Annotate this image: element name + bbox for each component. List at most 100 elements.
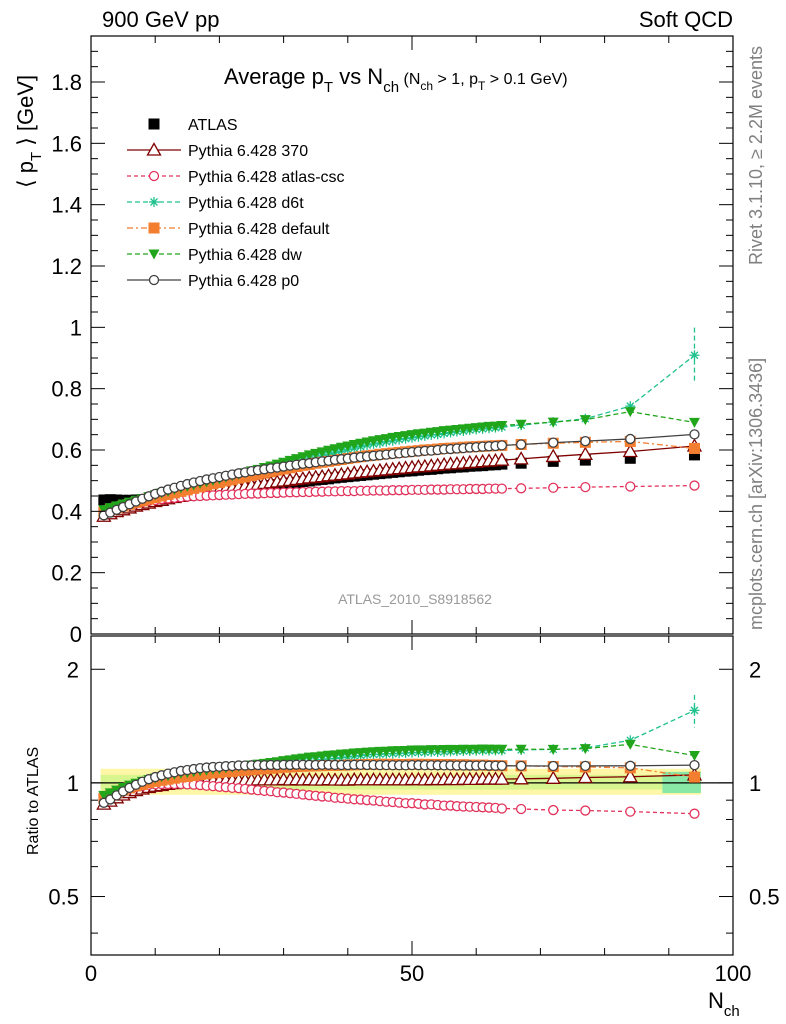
y-tick-label: 0.2	[51, 561, 82, 586]
atlas-point	[688, 449, 700, 461]
analysis-id: ATLAS_2010_S8918562	[338, 591, 492, 607]
y-tick-label: 0.8	[51, 377, 82, 402]
pythia-6-428-dw-point	[419, 428, 431, 439]
pythia-6-428-370-ratio-point	[494, 771, 510, 785]
legend-marker-pythia-6-428-atlas-csc	[148, 170, 160, 182]
pythia-6-428-dw-point	[303, 450, 315, 461]
pythia-6-428-p0-ratio-point	[689, 759, 700, 771]
pythia-6-428-dw-point	[432, 427, 444, 438]
ratio-plot-frame	[90, 635, 734, 956]
legend-marker-pythia-6-428-d6t	[149, 197, 159, 207]
pythia-6-428-dw-point	[380, 434, 392, 445]
mcplots-label: mcplots.cern.ch [arXiv:1306.3436]	[746, 358, 766, 630]
pythia-6-428-370-point	[545, 448, 561, 463]
star-stroke	[150, 198, 158, 206]
pythia-6-428-dw-point	[579, 415, 591, 426]
pythia-6-428-atlas-csc-point	[548, 482, 559, 493]
pythia-6-428-default-point	[688, 442, 700, 454]
header-right: Soft QCD	[639, 7, 733, 32]
pythia-6-428-dw-ratio-point	[688, 751, 700, 762]
pythia-6-428-dw-ratio-point	[98, 790, 110, 801]
pythia-6-428-dw-point	[310, 448, 322, 459]
ratio-tick-label-left: 0.5	[48, 885, 79, 910]
pythia-6-428-dw-point	[323, 445, 335, 456]
axis-ticks: 0 50 100 0 0.2 0.4 0.6 0.8 1 1.2 1.4 1.6 1.8 0.5 0.5 1 1…	[48, 35, 780, 986]
y-tick-label: 0	[70, 622, 82, 647]
pythia-6-428-atlas-csc-point	[515, 483, 527, 494]
header-left: 900 GeV pp	[102, 7, 219, 32]
pythia-6-428-dw-point	[290, 454, 302, 465]
pythia-6-428-p0-ratio-point	[548, 760, 559, 772]
y-tick-label: 1.8	[51, 70, 82, 95]
pythia-6-428-dw-point	[400, 431, 412, 442]
pythia-6-428-dw-ratio-point	[547, 744, 559, 755]
pythia-6-428-dw-point	[355, 438, 367, 449]
y-axis-label: ⟨ pT ⟩ [GeV]	[13, 75, 45, 188]
pythia-6-428-dw-point	[624, 407, 636, 418]
pythia-6-428-dw-ratio-point	[496, 744, 508, 755]
legend-label-pythia-6-428-atlas-csc: Pythia 6.428 atlas-csc	[188, 169, 345, 186]
pythia-6-428-dw-point	[374, 435, 386, 446]
pythia-6-428-p0-ratio-point	[515, 760, 527, 772]
ratio-plot-series	[96, 694, 703, 819]
x-axis-label: Nch	[708, 988, 740, 1020]
pythia-6-428-p0-point	[689, 429, 700, 440]
pythia-6-428-dw-point	[547, 417, 559, 428]
pythia-6-428-dw-point	[297, 452, 309, 463]
pythia-6-428-dw-point	[367, 436, 379, 447]
y-tick-label: 0.6	[51, 438, 82, 463]
pythia-6-428-p0-point	[515, 439, 527, 450]
ratio-y-axis-label: Ratio to ATLAS	[25, 747, 42, 855]
pythia-6-428-370-point	[577, 446, 593, 460]
pythia-6-428-dw-ratio-point	[579, 744, 591, 755]
pythia-6-428-atlas-csc-ratio-point	[548, 804, 559, 816]
pythia-6-428-dw-point	[342, 441, 354, 452]
pythia-6-428-p0-point	[496, 440, 508, 451]
atlas-point	[111, 494, 123, 506]
legend-label-pythia-6-428-default: Pythia 6.428 default	[188, 221, 330, 238]
legend-label-pythia-6-428-d6t: Pythia 6.428 d6t	[188, 195, 304, 212]
pythia-6-428-p0-ratio-point	[580, 760, 591, 772]
pythia-6-428-370-ratio-point	[513, 771, 529, 785]
ratio-tick-label-left: 1	[67, 771, 79, 796]
ratio-tick-label-right: 0.5	[749, 885, 780, 910]
pythia-6-428-370-point	[513, 451, 529, 465]
y-tick-label: 1.2	[51, 254, 82, 279]
pythia-6-428-p0-point	[548, 437, 559, 448]
pythia-6-428-atlas-csc-ratio-point	[580, 805, 591, 816]
pythia-6-428-370-ratio-point	[545, 770, 561, 784]
legend-marker-pythia-6-428-370	[146, 142, 162, 156]
atlas-point	[579, 454, 591, 466]
legend: ATLAS Pythia 6.428 370 Pythia 6.428 atlas-…	[127, 117, 345, 290]
pythia-6-428-atlas-csc-point	[496, 483, 508, 494]
legend-marker-pythia-6-428-p0	[148, 274, 160, 286]
pythia-6-428-p0-ratio-point	[625, 760, 636, 771]
pythia-6-428-dw-point	[406, 430, 418, 441]
y-tick-label: 0.4	[51, 499, 82, 524]
legend-marker-pythia-6-428-dw	[148, 249, 160, 260]
x-tick-label: 50	[400, 961, 424, 986]
pythia-6-428-dw-ratio-point	[104, 788, 116, 799]
ratio-tick-label-left: 2	[67, 657, 79, 682]
pythia-6-428-atlas-csc-point	[580, 481, 591, 493]
pythia-6-428-dw-point	[361, 437, 373, 448]
pythia-6-428-370-ratio-point	[577, 769, 593, 784]
pythia-6-428-dw-point	[348, 439, 360, 450]
pythia-6-428-atlas-csc-ratio-point	[515, 803, 527, 815]
pythia-6-428-370-point	[622, 443, 638, 458]
ratio-tick-label-right: 2	[749, 657, 761, 682]
pythia-6-428-dw-ratio-point	[297, 753, 309, 764]
main-plot-series	[96, 327, 703, 522]
legend-label-pythia-6-428-370: Pythia 6.428 370	[188, 143, 308, 160]
legend-label-atlas: ATLAS	[188, 117, 238, 134]
y-tick-label: 1.6	[51, 131, 82, 156]
pythia-6-428-atlas-csc-ratio-point	[625, 806, 636, 817]
y-tick-label: 1.4	[51, 193, 82, 218]
atlas-point	[98, 494, 110, 506]
rivet-version-label: Rivet 3.1.10, ≥ 2.2M events	[746, 46, 766, 265]
pythia-6-428-dw-point	[688, 417, 700, 428]
pythia-6-428-dw-point	[316, 447, 328, 458]
chart-title: Average pT vs Nch (Nch > 1, pT > 0.1 GeV…	[224, 64, 568, 96]
atlas-point	[104, 494, 116, 506]
atlas-point	[624, 452, 636, 464]
